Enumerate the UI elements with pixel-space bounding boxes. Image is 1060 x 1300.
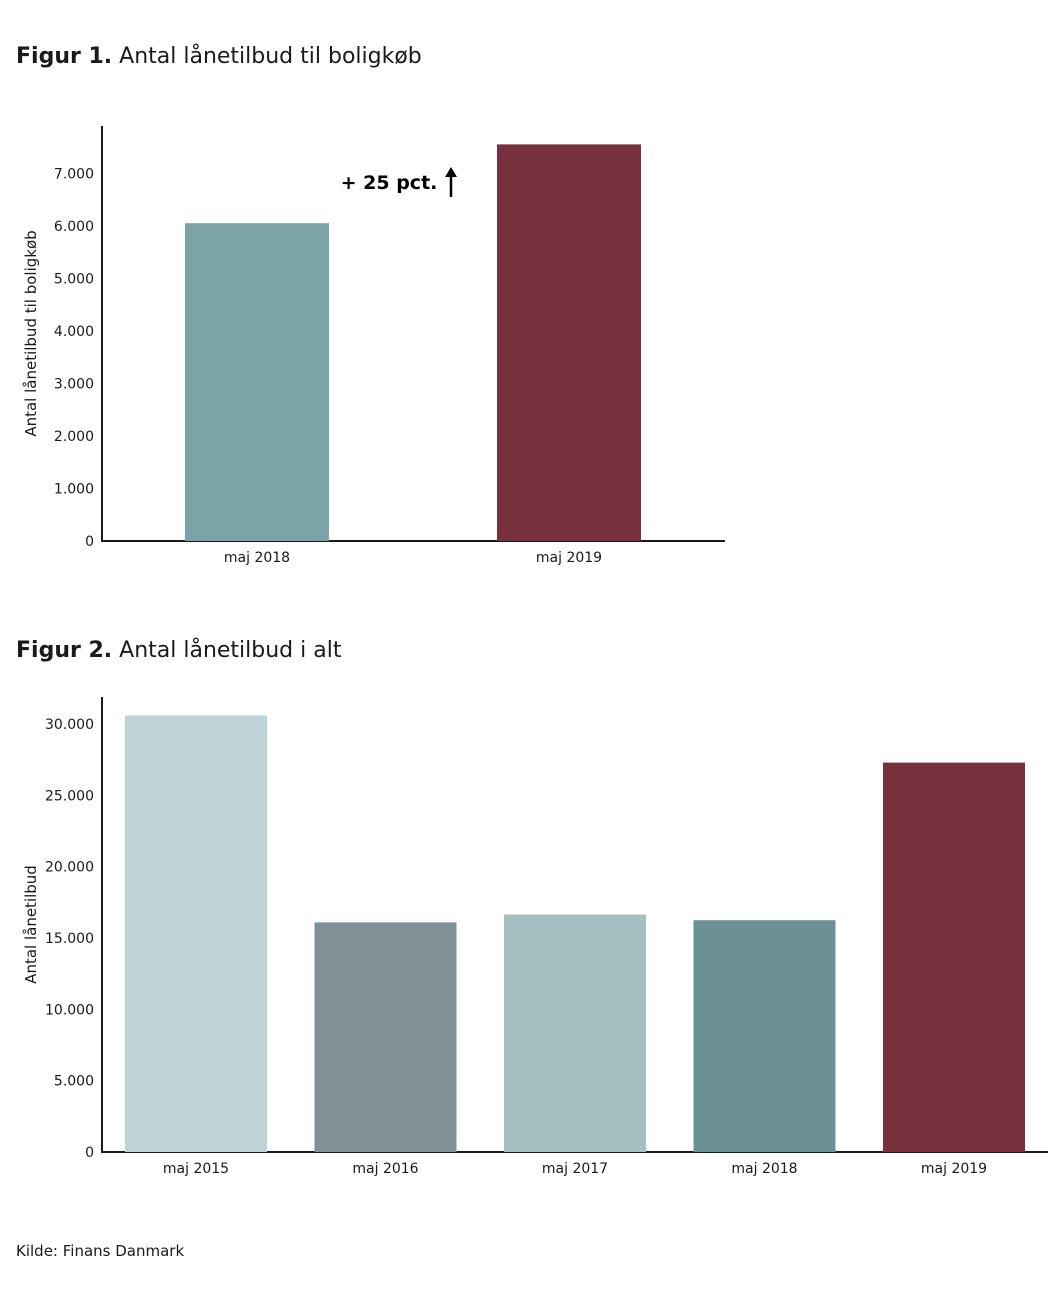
- figure-2-title-text: Antal lånetilbud i alt: [112, 638, 342, 663]
- bar: [497, 144, 641, 541]
- y-tick-label: 2.000: [54, 429, 94, 445]
- y-axis-label: Antal lånetilbud til boligkøb: [22, 230, 40, 436]
- figure-1-bar-chart: 0 1.000 2.000 3.000 4.000 5.000 6.000 7.000 maj …: [22, 126, 725, 566]
- y-tick-label: 6.000: [54, 219, 94, 235]
- bar: [693, 920, 836, 1152]
- y-tick-label: 10.000: [45, 1002, 94, 1018]
- bar: [314, 922, 457, 1152]
- up-arrow-head-icon: [445, 167, 457, 178]
- y-axis-label: Antal lånetilbud: [22, 865, 40, 984]
- x-tick-label: maj 2018: [224, 550, 290, 566]
- y-tick-label: 25.000: [45, 788, 94, 804]
- figure-1-title-lead: Figur 1.: [16, 44, 113, 69]
- x-tick-label: maj 2015: [163, 1161, 229, 1177]
- bar: [504, 914, 646, 1152]
- figure-2-title-lead: Figur 2.: [16, 638, 113, 663]
- bar: [185, 223, 329, 542]
- figure-1-title-text: Antal lånetilbud til boligkøb: [112, 44, 422, 69]
- x-tick-label: maj 2019: [921, 1161, 987, 1177]
- y-tick-label: 1.000: [54, 481, 94, 497]
- x-tick-label: maj 2016: [352, 1161, 418, 1177]
- x-tick-label: maj 2019: [536, 550, 602, 566]
- figure-2-title: Figur 2. Antal lånetilbud i alt: [16, 638, 341, 663]
- y-tick-label: 5.000: [54, 1074, 94, 1090]
- figure-2-bar-chart: 0 5.000 10.000 15.000 20.000 25.000 30.000 maj …: [22, 697, 1048, 1177]
- y-tick-label: 0: [85, 1145, 94, 1161]
- figure-1-title: Figur 1. Antal lånetilbud til boligkøb: [16, 44, 422, 69]
- bar: [883, 762, 1025, 1152]
- y-tick-label: 0: [85, 534, 94, 550]
- y-tick-label: 7.000: [54, 166, 94, 182]
- bar: [125, 715, 267, 1152]
- y-tick-label: 3.000: [54, 376, 94, 392]
- y-tick-label: 4.000: [54, 324, 94, 340]
- y-tick-label: 30.000: [45, 717, 94, 733]
- y-tick-label: 5.000: [54, 271, 94, 287]
- x-tick-label: maj 2018: [731, 1161, 797, 1177]
- y-tick-label: 20.000: [45, 860, 94, 876]
- x-tick-label: maj 2017: [542, 1161, 608, 1177]
- y-tick-label: 15.000: [45, 931, 94, 947]
- source-note: Kilde: Finans Danmark: [16, 1242, 185, 1260]
- growth-annotation: + 25 pct.: [341, 172, 438, 194]
